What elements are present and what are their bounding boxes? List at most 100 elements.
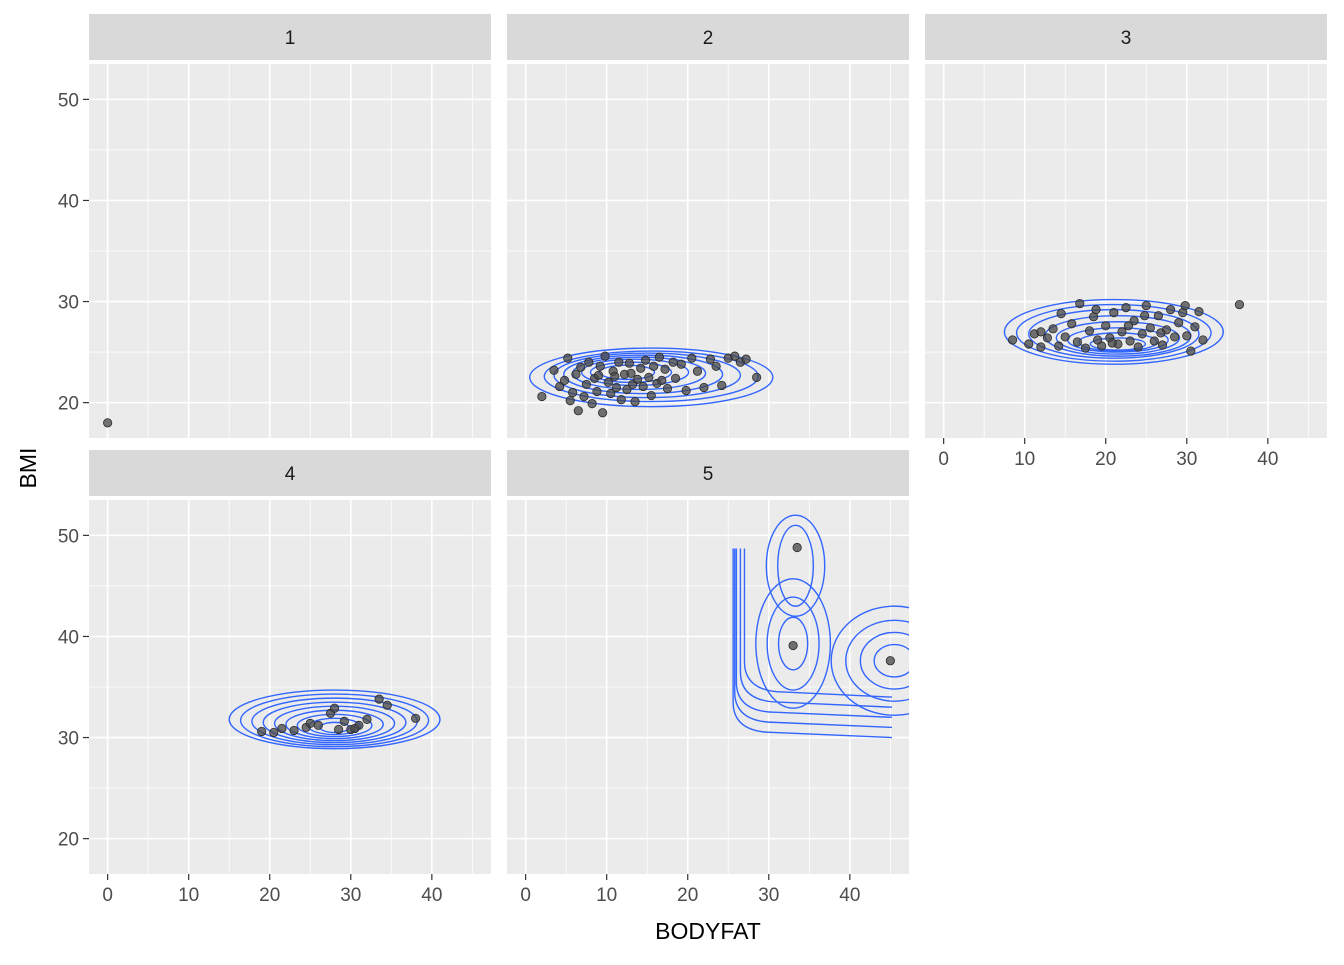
x-tick-label: 0 (938, 449, 949, 470)
data-point (646, 390, 656, 401)
data-point (1156, 328, 1166, 338)
density-contour (777, 524, 815, 607)
data-point (257, 726, 267, 737)
data-point (1117, 327, 1127, 337)
data-point (1060, 332, 1070, 342)
data-point (587, 399, 597, 409)
facet-strip-label: 5 (703, 464, 714, 485)
data-point (1080, 343, 1091, 353)
data-point (1067, 319, 1077, 329)
data-point (1097, 341, 1107, 351)
facet-strip (507, 450, 909, 496)
density-contour (1055, 321, 1181, 355)
data-point (1140, 311, 1150, 321)
density-contour (228, 689, 441, 750)
facet-strip-label: 1 (285, 28, 296, 49)
x-tick-label: 20 (1095, 449, 1116, 470)
y-tick-label: 40 (58, 627, 79, 648)
data-point (600, 351, 610, 361)
data-point (662, 383, 673, 394)
data-point (334, 724, 344, 735)
data-point (752, 372, 762, 382)
data-point (313, 720, 323, 731)
density-contour (262, 701, 407, 744)
x-tick-label: 30 (1176, 449, 1197, 470)
facet-panel-1: 1 20 30 40 50 (58, 14, 491, 438)
data-point (305, 718, 315, 728)
data-point (1072, 337, 1082, 347)
y-tick-label: 50 (58, 90, 79, 111)
data-point (581, 379, 592, 390)
x-tick-label: 30 (340, 885, 361, 906)
scatter-points (103, 418, 113, 428)
data-point (676, 359, 686, 369)
data-point (692, 366, 703, 376)
x-tick-label: 0 (102, 885, 113, 906)
density-contour (755, 578, 832, 709)
data-point (622, 384, 632, 395)
data-point (1190, 322, 1200, 332)
data-point (632, 374, 643, 384)
density-contour (1089, 337, 1147, 351)
data-point (1182, 331, 1192, 341)
y-tick-label: 20 (58, 394, 79, 415)
x-tick-label: 40 (421, 885, 442, 906)
data-point (1056, 309, 1066, 319)
data-point (1024, 339, 1034, 349)
x-tick-label: 40 (839, 885, 860, 906)
data-point (1036, 327, 1046, 337)
y-axis-title: BMI (15, 448, 41, 489)
data-point (644, 372, 654, 382)
data-point (1107, 338, 1117, 348)
density-contour (239, 693, 430, 748)
facet-panel-4: 4 20 30 40 50 0 10 20 30 40 (58, 450, 491, 906)
data-point (614, 357, 624, 367)
density-contour (873, 643, 909, 678)
data-point (1075, 298, 1085, 309)
density-contour (735, 548, 893, 719)
scatter-points (1007, 298, 1245, 356)
data-point (885, 656, 895, 666)
data-point (565, 395, 575, 406)
scatter-points (788, 542, 895, 666)
facet-panel-3: 30 10 20 30 40 (925, 14, 1327, 470)
y-tick-label: 30 (58, 729, 79, 750)
data-point (1157, 340, 1168, 350)
density-contours (732, 514, 909, 739)
facet-strip-label: 3 (1121, 28, 1132, 49)
data-point (1042, 333, 1052, 343)
density-contour (777, 616, 809, 671)
data-point (1180, 300, 1190, 311)
facet-strip (507, 14, 909, 60)
y-tick-label: 40 (58, 191, 79, 212)
scatter-points (537, 351, 762, 418)
data-point (573, 406, 583, 416)
data-point (611, 382, 622, 393)
density-contour (1015, 303, 1212, 362)
data-point (595, 361, 605, 371)
data-point (1145, 323, 1155, 333)
data-point (103, 418, 113, 428)
data-point (592, 386, 602, 397)
data-point (1165, 305, 1176, 315)
data-point (269, 727, 279, 738)
data-point (555, 381, 565, 392)
data-point (730, 351, 740, 361)
data-point (1174, 318, 1184, 328)
facet-strip (925, 14, 1327, 60)
data-point (1153, 311, 1164, 321)
x-tick-label: 20 (677, 885, 698, 906)
data-point (741, 354, 751, 364)
data-point (339, 716, 349, 726)
data-point (624, 358, 634, 368)
density-contour (845, 619, 909, 702)
data-point (549, 365, 559, 375)
x-tick-label: 10 (596, 885, 617, 906)
data-point (630, 397, 640, 407)
data-point (1123, 321, 1134, 331)
data-point (593, 370, 604, 380)
data-point (1101, 321, 1111, 331)
data-point (1109, 308, 1119, 318)
data-point (1234, 299, 1245, 310)
